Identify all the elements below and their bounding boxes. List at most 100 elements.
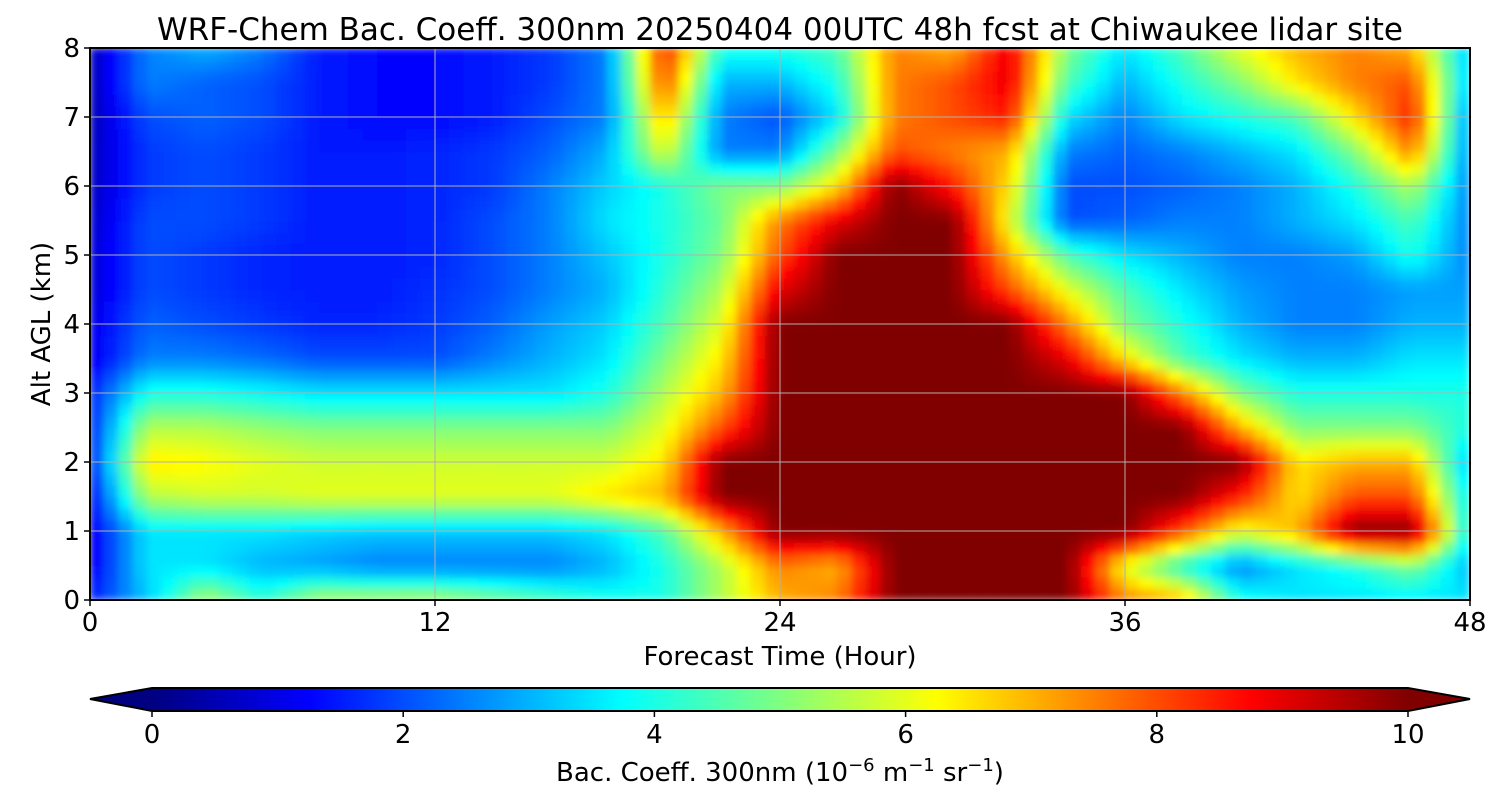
heatmap-cell bbox=[477, 564, 494, 578]
heatmap-cell bbox=[405, 392, 422, 406]
heatmap-cell bbox=[348, 265, 364, 279]
heatmap-cell bbox=[420, 150, 436, 164]
heatmap-cell bbox=[592, 334, 609, 348]
heatmap-cell bbox=[923, 300, 939, 314]
heatmap-cell bbox=[175, 507, 192, 521]
heatmap-cell bbox=[1440, 507, 1457, 521]
heatmap-cell bbox=[678, 288, 695, 302]
heatmap-cell bbox=[707, 518, 724, 532]
heatmap-cell bbox=[736, 564, 752, 578]
heatmap-cell bbox=[218, 219, 235, 233]
heatmap-cell bbox=[477, 208, 494, 222]
heatmap-cell bbox=[650, 139, 666, 153]
heatmap-cell bbox=[693, 116, 709, 130]
heatmap-cell bbox=[1383, 196, 1399, 210]
heatmap-cell bbox=[1153, 208, 1169, 222]
heatmap-cell bbox=[1081, 58, 1097, 72]
heatmap-cell bbox=[937, 472, 954, 486]
heatmap-cell bbox=[865, 587, 882, 600]
heatmap-cell bbox=[1455, 334, 1470, 348]
heatmap-cell bbox=[1268, 219, 1284, 233]
heatmap-cell bbox=[535, 587, 551, 600]
heatmap-cell bbox=[1196, 81, 1212, 95]
heatmap-cell bbox=[1340, 219, 1356, 233]
heatmap-cell bbox=[1110, 541, 1126, 555]
heatmap-cell bbox=[1210, 369, 1227, 383]
heatmap-cell bbox=[808, 48, 824, 61]
heatmap-cell bbox=[880, 277, 896, 291]
heatmap-cell bbox=[1282, 564, 1299, 578]
heatmap-cell bbox=[765, 219, 781, 233]
heatmap-cell bbox=[1368, 300, 1385, 314]
heatmap-cell bbox=[90, 461, 105, 475]
heatmap-cell bbox=[937, 81, 954, 95]
heatmap-cell bbox=[951, 576, 968, 590]
heatmap-cell bbox=[118, 254, 134, 268]
heatmap-cell bbox=[1440, 277, 1457, 291]
heatmap-cell bbox=[1397, 518, 1414, 532]
heatmap-cell bbox=[563, 288, 580, 302]
heatmap-cell bbox=[606, 116, 623, 130]
heatmap-cell bbox=[348, 380, 364, 394]
heatmap-cell bbox=[132, 518, 149, 532]
heatmap-cell bbox=[1110, 576, 1126, 590]
heatmap-cell bbox=[1340, 438, 1356, 452]
heatmap-cell bbox=[750, 300, 767, 314]
heatmap-cell bbox=[333, 127, 350, 141]
heatmap-cell bbox=[175, 93, 192, 107]
heatmap-cell bbox=[1239, 495, 1255, 509]
heatmap-cell bbox=[247, 472, 264, 486]
heatmap-cell bbox=[1268, 380, 1284, 394]
heatmap-cell bbox=[118, 70, 134, 84]
heatmap-cell bbox=[506, 334, 522, 348]
heatmap-cell bbox=[880, 449, 896, 463]
heatmap-cell bbox=[923, 288, 939, 302]
heatmap-cell bbox=[1455, 564, 1470, 578]
heatmap-cell bbox=[1426, 587, 1442, 600]
heatmap-cell bbox=[1440, 288, 1457, 302]
heatmap-cell bbox=[1411, 254, 1428, 268]
heatmap-cell bbox=[793, 300, 810, 314]
heatmap-cell bbox=[1397, 415, 1414, 429]
heatmap-cell bbox=[549, 346, 565, 360]
heatmap-cell bbox=[894, 219, 910, 233]
heatmap-cell bbox=[204, 369, 220, 383]
heatmap-cell bbox=[276, 392, 292, 406]
colorbar-label-end: ) bbox=[994, 758, 1004, 788]
heatmap-cell bbox=[118, 58, 134, 72]
heatmap-cell bbox=[621, 150, 637, 164]
heatmap-cell bbox=[420, 300, 436, 314]
heatmap-cell bbox=[1081, 219, 1097, 233]
heatmap-cell bbox=[650, 507, 666, 521]
heatmap-cell bbox=[420, 576, 436, 590]
heatmap-cell bbox=[1210, 541, 1227, 555]
heatmap-cell bbox=[405, 231, 422, 245]
heatmap-cell bbox=[664, 231, 680, 245]
heatmap-cell bbox=[563, 265, 580, 279]
heatmap-cell bbox=[434, 208, 450, 222]
heatmap-cell bbox=[520, 311, 537, 325]
heatmap-cell bbox=[1181, 58, 1198, 72]
heatmap-cell bbox=[1081, 231, 1097, 245]
heatmap-cell bbox=[1153, 242, 1169, 256]
heatmap-cell bbox=[190, 150, 206, 164]
heatmap-cell bbox=[937, 116, 954, 130]
heatmap-cell bbox=[721, 334, 738, 348]
heatmap-cell bbox=[750, 323, 767, 337]
heatmap-cell bbox=[362, 392, 379, 406]
heatmap-cell bbox=[305, 518, 321, 532]
heatmap-cell bbox=[1325, 93, 1342, 107]
heatmap-cell bbox=[693, 231, 709, 245]
heatmap-cell bbox=[1110, 369, 1126, 383]
heatmap-cell bbox=[204, 334, 220, 348]
heatmap-cell bbox=[736, 323, 752, 337]
heatmap-cell bbox=[951, 185, 968, 199]
heatmap-cell bbox=[822, 380, 839, 394]
heatmap-cell bbox=[1368, 495, 1385, 509]
heatmap-cell bbox=[1052, 196, 1069, 210]
heatmap-cell bbox=[1081, 139, 1097, 153]
heatmap-cell bbox=[204, 231, 220, 245]
heatmap-cell bbox=[434, 196, 450, 210]
heatmap-cell bbox=[319, 196, 335, 210]
heatmap-cell bbox=[132, 70, 149, 84]
